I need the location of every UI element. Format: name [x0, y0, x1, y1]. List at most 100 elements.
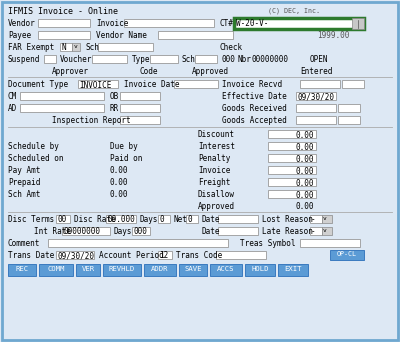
Text: -: - — [311, 227, 316, 237]
Text: Goods Received: Goods Received — [222, 104, 287, 113]
Text: 00: 00 — [57, 215, 66, 224]
Text: FAR Exempt: FAR Exempt — [8, 43, 54, 52]
Bar — [20, 92, 104, 100]
Text: 09/30/20: 09/30/20 — [298, 92, 335, 102]
Text: Document Type: Document Type — [8, 80, 68, 89]
Bar — [120, 92, 160, 100]
Text: 0.00: 0.00 — [296, 143, 314, 152]
Text: Account Period: Account Period — [99, 251, 164, 260]
Text: -: - — [311, 215, 316, 224]
Text: Approved: Approved — [192, 67, 229, 76]
Text: 0: 0 — [187, 215, 192, 224]
Text: Penalty: Penalty — [198, 154, 230, 163]
Text: AD: AD — [8, 104, 17, 113]
Bar — [210, 264, 242, 276]
Bar — [278, 264, 308, 276]
Text: 0.00: 0.00 — [110, 166, 128, 175]
Bar — [158, 251, 172, 259]
Bar — [322, 227, 332, 235]
Bar — [216, 251, 266, 259]
Bar — [268, 178, 316, 186]
Text: INVOICE: INVOICE — [79, 80, 111, 90]
Bar — [310, 227, 322, 235]
Bar — [300, 239, 360, 247]
Text: v: v — [74, 44, 77, 49]
Bar — [330, 250, 364, 260]
Text: Voucher: Voucher — [60, 55, 92, 64]
Bar — [195, 55, 217, 63]
Bar — [300, 80, 340, 88]
Text: Late Reason: Late Reason — [262, 227, 313, 236]
Text: CT#: CT# — [220, 19, 234, 28]
Text: Int Rate: Int Rate — [34, 227, 71, 236]
Text: COMM: COMM — [47, 266, 65, 272]
Text: Discount: Discount — [198, 130, 235, 139]
Text: Payee: Payee — [8, 31, 31, 40]
Bar — [62, 227, 110, 235]
Text: SAVE: SAVE — [184, 266, 202, 272]
Bar — [268, 190, 316, 198]
Bar — [158, 215, 170, 223]
Bar — [296, 116, 336, 124]
Bar — [179, 264, 207, 276]
Bar — [218, 227, 258, 235]
Text: Date: Date — [202, 227, 220, 236]
Bar — [296, 104, 336, 112]
Bar — [98, 43, 153, 51]
Bar — [338, 104, 360, 112]
Text: v: v — [323, 216, 327, 221]
Text: Invoice: Invoice — [198, 166, 230, 175]
Text: 00.000: 00.000 — [107, 215, 135, 224]
Text: Invoice: Invoice — [96, 19, 128, 28]
Bar — [38, 31, 90, 39]
Bar — [296, 92, 336, 100]
Bar — [268, 142, 316, 150]
Text: 0.00: 0.00 — [110, 178, 128, 187]
Text: Disc Rate: Disc Rate — [74, 215, 116, 224]
Bar — [322, 215, 332, 223]
Bar — [106, 215, 136, 223]
Text: Lost Reason: Lost Reason — [262, 215, 313, 224]
Bar — [120, 116, 160, 124]
Text: 0.00: 0.00 — [296, 155, 314, 163]
Text: Vendor Name: Vendor Name — [96, 31, 147, 40]
Bar — [56, 251, 94, 259]
Text: 0.00: 0.00 — [296, 167, 314, 175]
Text: Schedule by: Schedule by — [8, 142, 59, 151]
Text: 12: 12 — [159, 251, 168, 261]
Text: Approver: Approver — [52, 67, 89, 76]
Bar — [124, 19, 214, 27]
Text: Vendor: Vendor — [8, 19, 36, 28]
Text: VER: VER — [82, 266, 94, 272]
Text: 000: 000 — [222, 55, 236, 64]
Bar — [78, 80, 118, 88]
Text: HOLD: HOLD — [251, 266, 269, 272]
Bar — [158, 31, 233, 39]
Bar — [56, 215, 70, 223]
Text: Days: Days — [114, 227, 132, 236]
Bar — [310, 215, 322, 223]
Text: Due by: Due by — [110, 142, 138, 151]
Bar — [76, 264, 100, 276]
Text: Interest: Interest — [198, 142, 235, 151]
Text: Days: Days — [140, 215, 158, 224]
Text: Date: Date — [202, 215, 220, 224]
Text: REC: REC — [16, 266, 28, 272]
Bar — [342, 80, 364, 88]
Text: Inspection Report: Inspection Report — [52, 116, 131, 125]
Bar — [39, 264, 73, 276]
Text: Sch Amt: Sch Amt — [8, 190, 40, 199]
Bar — [338, 116, 360, 124]
Bar — [174, 80, 218, 88]
Text: REVHLD: REVHLD — [109, 266, 135, 272]
Bar — [103, 264, 141, 276]
Text: Scheduled on: Scheduled on — [8, 154, 64, 163]
Bar — [268, 166, 316, 174]
Bar — [144, 264, 176, 276]
Text: 0.00: 0.00 — [296, 131, 314, 140]
Text: Disc Terms: Disc Terms — [8, 215, 54, 224]
Text: Suspend: Suspend — [8, 55, 40, 64]
Text: Pay Amt: Pay Amt — [8, 166, 40, 175]
Text: Paid on: Paid on — [110, 154, 142, 163]
Text: 0: 0 — [159, 215, 164, 224]
